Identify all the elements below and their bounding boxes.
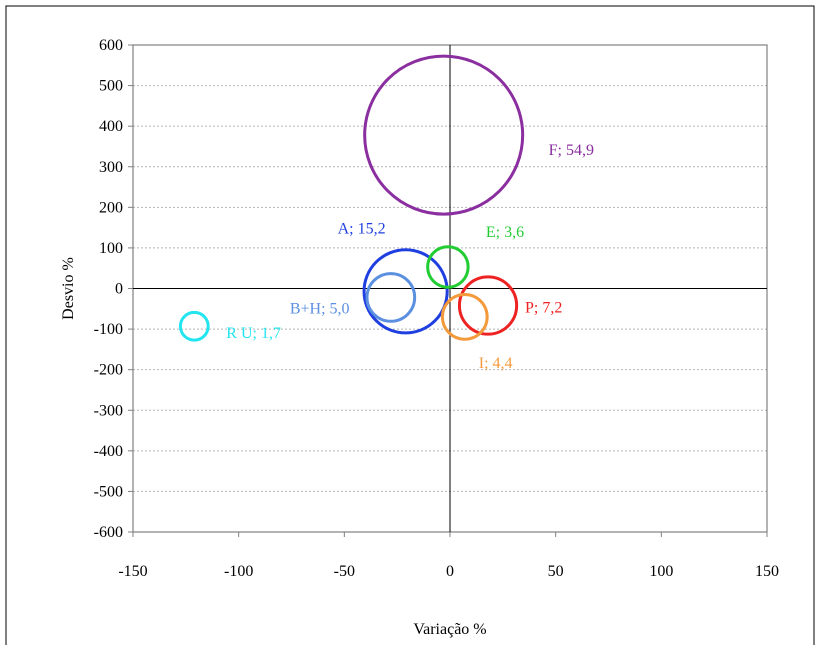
x-tick-label: -50: [334, 563, 355, 580]
x-tick-label: -100: [224, 563, 253, 580]
bubble-label-i: I; 4,4: [479, 355, 513, 372]
x-tick-label: 100: [649, 563, 673, 580]
y-tick-label: 400: [99, 118, 123, 135]
y-tick-label: -100: [94, 321, 123, 338]
bubble-e: [426, 245, 470, 289]
x-axis-title: Variação %: [413, 621, 486, 638]
tick-labels: 6005004003002001000-100-200-300-400-500-…: [94, 37, 779, 580]
bubble-a: [362, 248, 449, 335]
bubble-label-e: E; 3,6: [486, 224, 524, 241]
y-tick-label: -400: [94, 443, 123, 460]
y-axis-title: Desvio %: [60, 257, 77, 320]
x-tick-label: 0: [446, 563, 454, 580]
bubble-r-u: [178, 310, 210, 342]
bubble-label-f: F; 54,9: [549, 142, 594, 159]
bubble-i: [440, 293, 489, 341]
y-tick-label: -200: [94, 362, 123, 379]
bubble-p: [457, 275, 519, 336]
bubble-f: [363, 54, 525, 216]
bubbles: [178, 54, 525, 342]
bubble-label-a: A; 15,2: [338, 220, 386, 237]
y-tick-label: 500: [99, 78, 123, 95]
bubble-label-r-u: R U; 1,7: [226, 325, 281, 342]
y-tick-label: 200: [99, 199, 123, 216]
bubble-label-b-h: B+H; 5,0: [290, 300, 350, 317]
x-tick-label: 50: [548, 563, 564, 580]
x-tick-label: -150: [118, 563, 147, 580]
y-tick-label: 600: [99, 37, 123, 54]
bubble-label-p: P; 7,2: [525, 300, 562, 317]
chart-border: [5, 5, 815, 650]
x-tick-label: 150: [755, 563, 779, 580]
y-tick-label: -300: [94, 402, 123, 419]
y-tick-label: -600: [94, 524, 123, 541]
y-tick-label: 0: [115, 281, 123, 298]
y-tick-label: -500: [94, 483, 123, 500]
y-tick-label: 100: [99, 240, 123, 257]
bubble-labels: F; 54,9 A; 15,2 B+H; 5,0 E; 3,6 P; 7,2 I; 4,4…: [226, 142, 594, 372]
y-tick-label: 300: [99, 159, 123, 176]
bubble-b-h: [365, 272, 417, 323]
